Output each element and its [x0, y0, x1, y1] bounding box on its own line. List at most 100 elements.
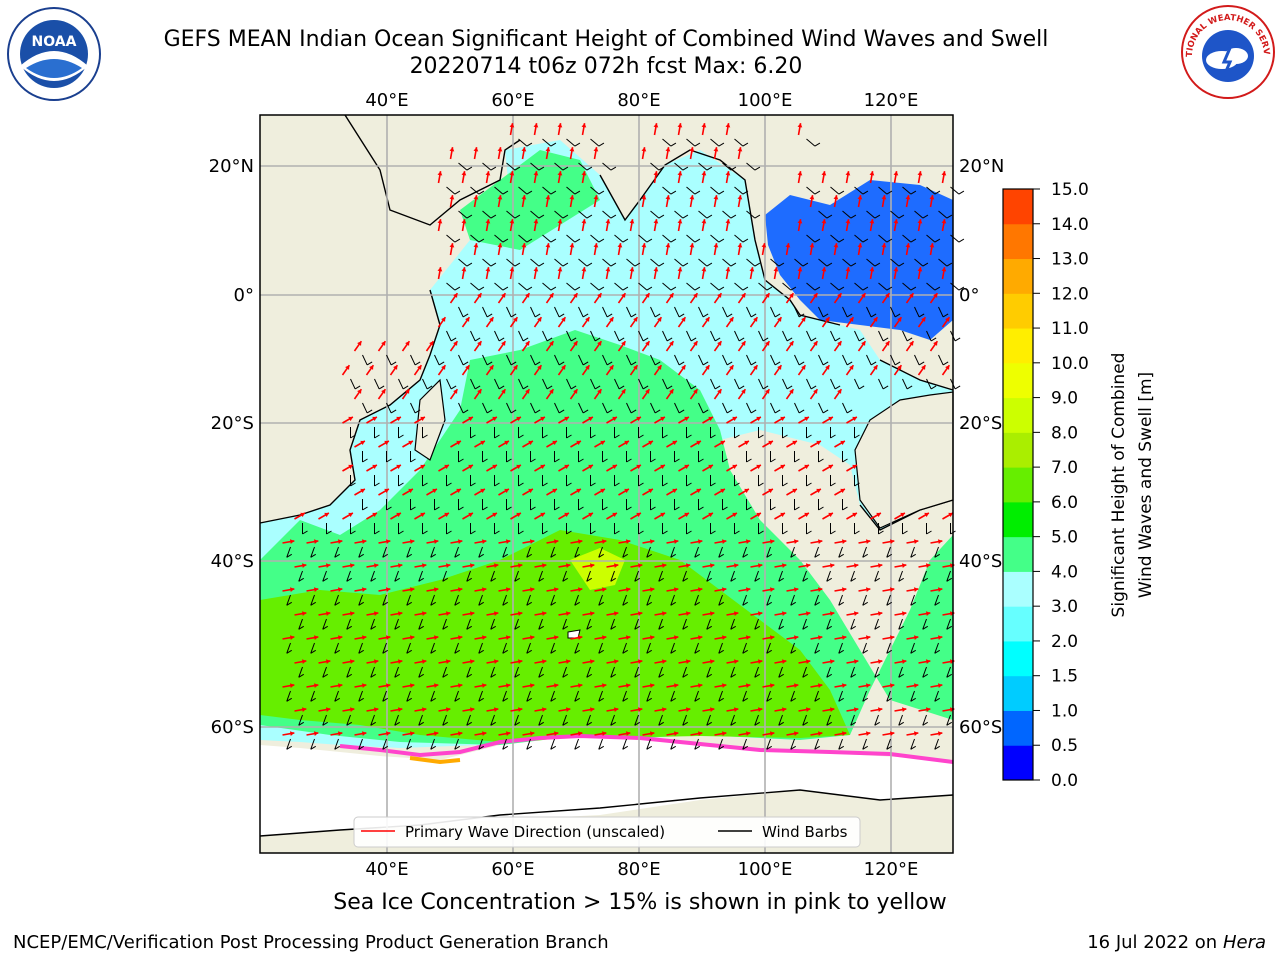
wind-barb-flag	[322, 625, 328, 630]
wave-arrow-head	[601, 635, 607, 640]
wind-barb-flag	[478, 286, 485, 291]
wind-barb-flag	[782, 434, 788, 439]
wind-barb-flag	[814, 697, 820, 702]
wave-arrow-head	[605, 267, 611, 272]
colorbar-tick-label: 5.0	[1051, 528, 1078, 548]
colorbar-cell	[1003, 606, 1033, 642]
wind-barb-flag	[766, 553, 772, 558]
wind-barb	[862, 690, 867, 702]
wave-arrow-head	[713, 243, 719, 248]
wind-barb-flag	[454, 601, 460, 606]
wave-arrow-head	[501, 293, 506, 298]
wind-barb-flag	[462, 361, 469, 366]
wave-arrow-head	[457, 539, 463, 544]
wind-barb-flag	[846, 313, 853, 318]
wind-barb	[506, 402, 512, 414]
wave-arrow-head	[677, 171, 683, 176]
wind-barb-flag	[886, 553, 892, 558]
wind-barb	[910, 642, 915, 654]
wave-arrow-head	[681, 365, 686, 370]
wind-barb-flag	[802, 577, 808, 582]
wind-barb-flag	[362, 506, 368, 511]
colorbar: 0.00.51.01.52.03.04.05.06.07.08.09.010.0…	[1002, 180, 1156, 791]
wave-arrow-head	[408, 440, 413, 446]
wave-arrow-head	[480, 488, 485, 494]
wind-barb	[830, 234, 840, 243]
wind-barb-flag	[646, 601, 652, 606]
wind-barb-flag	[694, 190, 701, 195]
wind-barb-flag	[754, 673, 760, 678]
wind-barb	[610, 714, 615, 726]
wind-barb	[322, 714, 327, 726]
wave-arrow-head	[837, 389, 842, 394]
wind-barb-flag	[934, 286, 941, 291]
wind-barb	[502, 642, 507, 654]
wave-arrow-head	[648, 488, 653, 494]
wind-barb-flag	[526, 745, 532, 750]
wave-arrow-head	[397, 563, 403, 568]
wind-barb-flag	[446, 530, 452, 535]
wave-arrow-head	[468, 464, 473, 470]
wind-barb-flag	[482, 458, 488, 463]
wind-barb-flag	[746, 458, 752, 463]
wind-barb	[850, 570, 855, 582]
wave-arrow-head	[301, 707, 307, 712]
wind-barb-flag	[394, 721, 400, 726]
wind-barb	[902, 234, 912, 243]
wind-barb-flag	[498, 385, 505, 390]
wave-arrow-head	[473, 147, 479, 152]
wind-barb-flag	[898, 214, 905, 219]
wind-barb-flag	[830, 434, 836, 439]
wave-arrow-head	[949, 611, 955, 616]
wind-barb	[646, 642, 651, 654]
wind-barb-flag	[814, 238, 821, 243]
wave-arrow-head	[917, 219, 923, 224]
wind-barb-flag	[886, 238, 893, 243]
wind-barb	[454, 690, 459, 702]
wave-arrow-head	[865, 539, 871, 544]
wind-barb	[634, 618, 639, 630]
wave-arrow-head	[805, 563, 811, 568]
wind-barb	[674, 402, 680, 414]
wind-barb-flag	[562, 673, 568, 678]
wind-barb-flag	[910, 553, 916, 558]
wind-barb	[310, 738, 315, 750]
wave-arrow-head	[709, 707, 715, 712]
wave-arrow-head	[649, 683, 655, 688]
wave-arrow-head	[697, 635, 703, 640]
wave-arrow-head	[913, 731, 919, 736]
wave-arrow-head	[669, 293, 674, 298]
wave-arrow-head	[593, 147, 599, 152]
wind-barb-flag	[394, 673, 400, 678]
wind-barb	[566, 138, 576, 147]
wave-arrow-head	[708, 416, 713, 422]
wind-barb-flag	[778, 721, 784, 726]
wave-arrow-head	[468, 416, 473, 422]
wind-barb-flag	[298, 577, 304, 582]
wind-barb	[650, 402, 656, 414]
wave-arrow-head	[501, 389, 506, 394]
wind-barb-flag	[910, 601, 916, 606]
wind-barb-flag	[942, 361, 949, 366]
wave-arrow-head	[624, 488, 629, 494]
wave-arrow-head	[289, 539, 295, 544]
lon-tick-label-top: 120°E	[864, 90, 919, 111]
wind-barb-flag	[478, 745, 484, 750]
wave-arrow-head	[565, 707, 571, 712]
wave-arrow-head	[409, 587, 415, 592]
wave-arrow-head	[409, 683, 415, 688]
wind-barb-flag	[658, 721, 664, 726]
wind-barb-flag	[454, 286, 461, 291]
wave-arrow-head	[741, 389, 746, 394]
wind-barb	[430, 738, 435, 750]
wave-arrow-head	[837, 293, 842, 298]
wave-arrow-head	[921, 317, 926, 322]
wave-arrow-head	[429, 341, 434, 346]
wind-barb-flag	[526, 697, 532, 702]
wave-arrow-head	[813, 389, 818, 394]
wind-barb	[770, 402, 776, 414]
wave-arrow-head	[937, 587, 943, 592]
wave-arrow-head	[417, 365, 422, 370]
wave-arrow-head	[525, 341, 530, 346]
wind-barb	[310, 546, 315, 558]
